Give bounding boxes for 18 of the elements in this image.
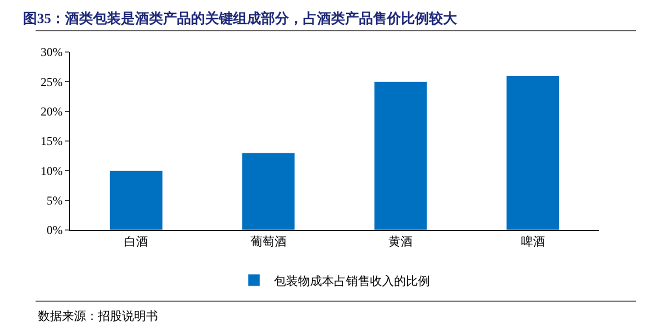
y-tick-label: 0% xyxy=(46,223,63,238)
y-tick-label: 25% xyxy=(40,74,63,89)
legend-label: 包装物成本占销售收入的比例 xyxy=(274,274,430,288)
chart-title: 图35：酒类包装是酒类产品的关键组成部分，占酒类产品售价比例较大 xyxy=(23,10,458,27)
x-tick-label: 白酒 xyxy=(124,234,148,248)
bar xyxy=(506,75,560,230)
y-tick-label: 30% xyxy=(40,45,63,60)
bar xyxy=(374,81,428,230)
y-tick-label: 10% xyxy=(40,164,63,178)
y-tick-label: 5% xyxy=(46,194,63,208)
x-tick-label: 黄酒 xyxy=(388,234,413,248)
x-tick-label: 啤酒 xyxy=(520,234,545,248)
x-tick-label: 葡萄酒 xyxy=(250,234,286,248)
bar xyxy=(109,170,163,230)
y-tick-label: 15% xyxy=(40,134,63,148)
source-note: 数据来源：招股说明书 xyxy=(38,309,158,323)
bar xyxy=(242,152,296,230)
y-tick-label: 20% xyxy=(40,104,63,119)
